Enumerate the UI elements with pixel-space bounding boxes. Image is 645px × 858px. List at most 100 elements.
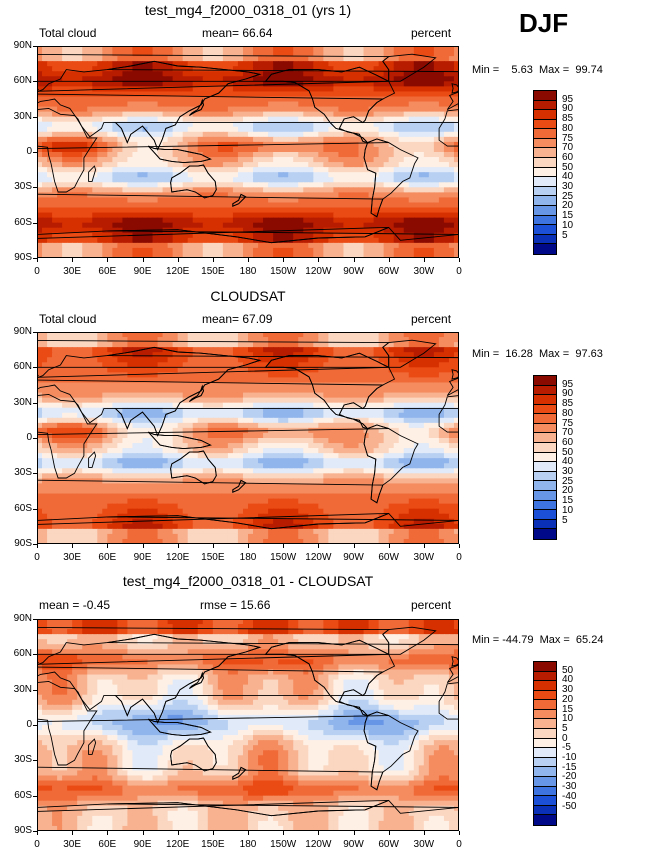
colorbar-swatch (534, 805, 556, 816)
colorbar-label: 10 (562, 504, 574, 516)
colorbar-swatch (534, 205, 556, 216)
colorbar-swatch (534, 423, 556, 434)
colorbar-label: 40 (562, 456, 574, 468)
indonesia-coastline (148, 431, 212, 450)
colorbar-label: 10 (562, 713, 574, 725)
colorbar-label: -5 (562, 742, 571, 754)
lon-tick-label: 90W (343, 266, 364, 277)
colorbar-label: 15 (562, 495, 574, 507)
colorbar-label: -40 (562, 790, 577, 802)
colorbar-swatch (534, 414, 556, 424)
lat-tick-label: 30N (13, 683, 32, 695)
colorbar-label: -30 (562, 781, 577, 793)
lon-tick-label: 90E (133, 839, 152, 850)
colorbar-label: -20 (562, 771, 577, 783)
africa-coastline (37, 107, 98, 193)
lat-tick-label: 90S (14, 252, 32, 263)
colorbar-label: 50 (562, 664, 574, 676)
colorbar-swatch (534, 225, 556, 235)
lon-tick-label: 60W (378, 552, 399, 563)
colorbar-label: 5 (562, 229, 568, 241)
lat-tick-label: 0 (26, 719, 32, 730)
colorbar-label: 20 (562, 485, 574, 497)
lon-tick (107, 258, 109, 262)
lat-tick (33, 689, 37, 691)
colorbar-label: 70 (562, 142, 574, 154)
colorbar-swatch (534, 709, 556, 720)
lon-tick (248, 258, 249, 262)
lon-tick-label: 150E (201, 266, 225, 277)
colorbar-label: 40 (562, 171, 574, 183)
colorbar-swatch (534, 385, 556, 396)
lat-tick (33, 654, 37, 656)
colorbar-label: 50 (562, 161, 574, 173)
lat-tick (33, 187, 37, 189)
lon-tick (177, 544, 179, 548)
colorbar (533, 375, 557, 540)
australia-coastline (170, 450, 217, 485)
lon-tick-label: 60E (98, 552, 117, 563)
lat-tick-label: 60N (13, 75, 32, 87)
lat-tick (33, 831, 37, 832)
map-field (37, 619, 459, 831)
colorbar-swatch (534, 738, 556, 749)
center-label: rmse = 15.66 (200, 598, 271, 612)
lon-tick (283, 258, 285, 262)
lon-tick (177, 831, 179, 835)
colorbar-label: 95 (562, 93, 574, 105)
lat-tick (33, 81, 37, 83)
uk-coastline (451, 83, 459, 94)
left-label: Total cloud (39, 26, 97, 40)
colorbar-label: 5 (562, 514, 568, 526)
colorbar-label: 85 (562, 113, 574, 125)
lat-tick-label: 60N (13, 361, 32, 373)
colorbar-swatch (534, 234, 556, 245)
colorbar-label: -10 (562, 752, 577, 764)
colorbar-label: 20 (562, 200, 574, 212)
colorbar-label: 15 (562, 703, 574, 715)
south-america-coastline (363, 711, 419, 791)
colorbar-swatch (534, 700, 556, 710)
lon-tick (248, 831, 249, 835)
lon-tick-label: 0 (34, 552, 40, 563)
cloud-field-cells (37, 332, 459, 544)
lon-tick (37, 258, 38, 262)
colorbar-label: -50 (562, 800, 577, 812)
lon-tick-label: 90E (133, 552, 152, 563)
colorbar-swatch (534, 404, 556, 415)
colorbar (533, 90, 557, 255)
lon-tick-label: 60E (98, 266, 117, 277)
lat-tick (33, 795, 37, 797)
lat-tick-label: 90S (14, 538, 32, 549)
colorbar-label: 95 (562, 378, 574, 390)
lon-tick (107, 544, 109, 548)
madagascar-coastline (88, 738, 97, 755)
lat-tick (33, 152, 37, 153)
lon-tick (423, 544, 425, 548)
lon-tick (142, 831, 144, 835)
colorbar-label: 50 (562, 446, 574, 458)
colorbar-swatch (534, 815, 556, 825)
lon-tick-label: 0 (34, 266, 40, 277)
lon-tick-label: 90W (343, 552, 364, 563)
lat-tick-label: 90N (13, 326, 32, 337)
lon-tick-label: 150E (201, 552, 225, 563)
greenland-coastline (382, 339, 437, 368)
lat-tick-label: 60S (14, 502, 32, 514)
colorbar-swatch (534, 244, 556, 254)
africa-coastline (438, 109, 459, 147)
colorbar-swatch (534, 786, 556, 797)
colorbar-swatch (534, 119, 556, 130)
newzealand-coastline (232, 479, 247, 493)
colorbar-swatch (534, 471, 556, 482)
lon-tick-label: 150E (201, 839, 225, 850)
colorbar-label: 80 (562, 407, 574, 419)
lon-tick (72, 544, 74, 548)
lat-tick (33, 544, 37, 545)
lon-tick-label: 60W (378, 839, 399, 850)
colorbar-swatch (534, 500, 556, 511)
colorbar-swatch (534, 452, 556, 463)
colorbar-swatch (534, 510, 556, 520)
lon-tick-label: 30E (63, 552, 82, 563)
map-frame (37, 332, 459, 544)
